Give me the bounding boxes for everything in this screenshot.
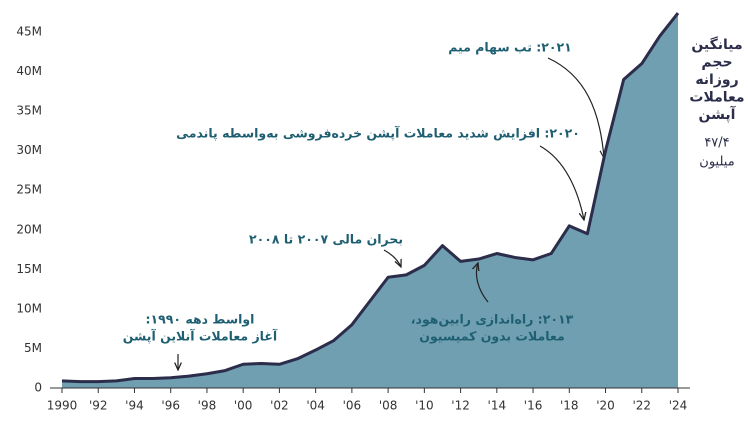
x-tick-label: '18 — [560, 399, 579, 413]
y-tick-label: 5M — [24, 341, 42, 355]
side-label: میانگین — [691, 36, 742, 53]
annotation: بحران مالی ۲۰۰۷ تا ۲۰۰۸ — [249, 232, 403, 247]
x-tick-label: '02 — [270, 399, 289, 413]
side-label: آپشن — [699, 105, 737, 123]
annotation: ۲۰۲۰: افزایش شدید معاملات آپشن خرده‌فروش… — [176, 126, 580, 141]
y-tick-label: 0 — [34, 381, 42, 395]
y-tick-label: 30M — [16, 143, 42, 157]
y-tick-label: 10M — [16, 301, 42, 315]
arrow — [547, 57, 604, 158]
side-label: معاملات — [689, 90, 744, 106]
y-tick-label: 20M — [16, 222, 42, 236]
x-tick-label: '96 — [161, 399, 180, 413]
y-tick-label: 40M — [16, 64, 42, 78]
annotation: ۲۰۱۳: راه‌اندازی رابین‌هود، — [411, 312, 574, 327]
x-tick-label: '92 — [89, 399, 108, 413]
arrow — [383, 249, 401, 267]
x-tick-label: '10 — [415, 399, 434, 413]
annotation: ۲۰۲۱: تب سهام میم — [448, 40, 572, 56]
x-tick-label: '24 — [669, 399, 688, 413]
x-tick-label: '08 — [379, 399, 398, 413]
area — [62, 13, 678, 388]
y-tick-label: 35M — [16, 104, 42, 118]
x-tick-label: '00 — [234, 399, 253, 413]
y-tick-label: 45M — [16, 25, 42, 39]
side-label: روزانه — [695, 72, 738, 88]
x-tick-label: '94 — [125, 399, 144, 413]
x-tick-label: '16 — [524, 399, 543, 413]
x-tick-label: '06 — [343, 399, 362, 413]
side-label: حجم — [701, 55, 732, 71]
x-tick-label: '20 — [596, 399, 615, 413]
annotation: آغاز معاملات آنلاین آپشن — [123, 329, 278, 344]
y-tick-label: 15M — [16, 262, 42, 276]
annotation: معاملات بدون کمیسیون — [419, 329, 564, 344]
x-tick-label: '14 — [488, 399, 507, 413]
arrow — [476, 263, 489, 303]
y-tick-label: 25M — [16, 183, 42, 197]
value-label: میلیون — [699, 155, 734, 170]
line — [61, 12, 680, 384]
x-tick-label: '04 — [306, 399, 325, 413]
x-tick-label: '98 — [198, 399, 217, 413]
arrow — [539, 145, 584, 220]
value-label: ۴۷/۴ — [704, 136, 729, 151]
x-tick-label: '12 — [451, 399, 470, 413]
x-tick-label: 1990 — [47, 399, 78, 413]
annotation: اواسط دهه ۱۹۹۰: — [146, 312, 255, 327]
x-tick-label: '22 — [632, 399, 651, 413]
